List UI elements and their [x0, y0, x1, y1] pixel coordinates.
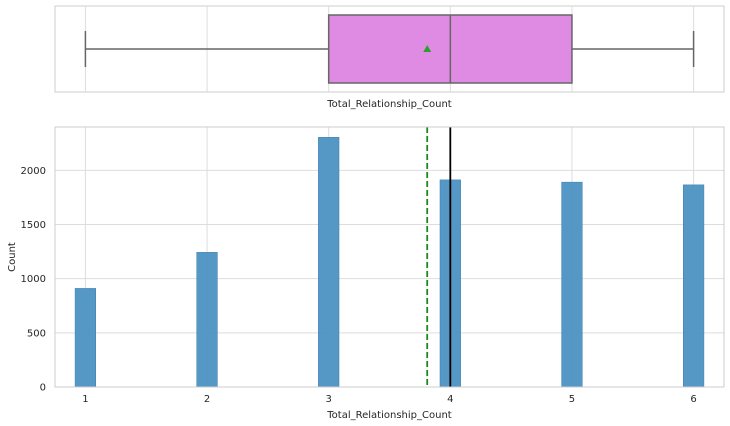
histogram-y-tick-label: 1500: [21, 220, 46, 231]
boxplot-x-axis-label: Total_Relationship_Count: [326, 99, 452, 110]
histogram-bar: [683, 184, 705, 388]
histogram-bar: [561, 181, 583, 388]
boxplot-axes-frame: [54, 5, 725, 93]
histogram-x-axis-label: Total_Relationship_Count: [326, 410, 452, 421]
histogram-bar: [318, 137, 340, 388]
histogram-y-tick-labels: 0 500 1000 1500 2000: [21, 166, 46, 394]
mean-marker: [423, 45, 432, 52]
histogram-x-tick-label: 2: [204, 394, 210, 405]
boxplot-marks: [84, 14, 695, 84]
histogram-y-tick-label: 1000: [21, 274, 46, 285]
histogram-panel: 1 2 3 4 5 6 0 500 1000 1500 2000 Total_Relationsh…: [7, 126, 725, 421]
boxplot-panel: Total_Relationship_Count: [54, 5, 725, 110]
histogram-x-tick-labels: 1 2 3 4 5 6: [82, 394, 697, 405]
histogram-gridlines: [55, 127, 724, 388]
histogram-reference-lines: [426, 127, 452, 387]
histogram-bars: [74, 137, 705, 388]
histogram-y-tick-label: 500: [27, 328, 46, 339]
histogram-y-tick-label: 0: [40, 383, 46, 394]
histogram-y-tick-label: 2000: [21, 166, 46, 177]
histogram-x-tick-label: 4: [447, 394, 453, 405]
histogram-bar: [74, 288, 96, 388]
histogram-x-tick-label: 1: [82, 394, 88, 405]
histogram-bar: [196, 252, 218, 388]
histogram-x-tick-label: 3: [325, 394, 331, 405]
histogram-y-axis-label: Count: [7, 242, 18, 272]
histogram-x-tick-label: 6: [690, 394, 696, 405]
histogram-x-tick-label: 5: [569, 394, 575, 405]
histogram-axes-frame: [54, 126, 725, 388]
